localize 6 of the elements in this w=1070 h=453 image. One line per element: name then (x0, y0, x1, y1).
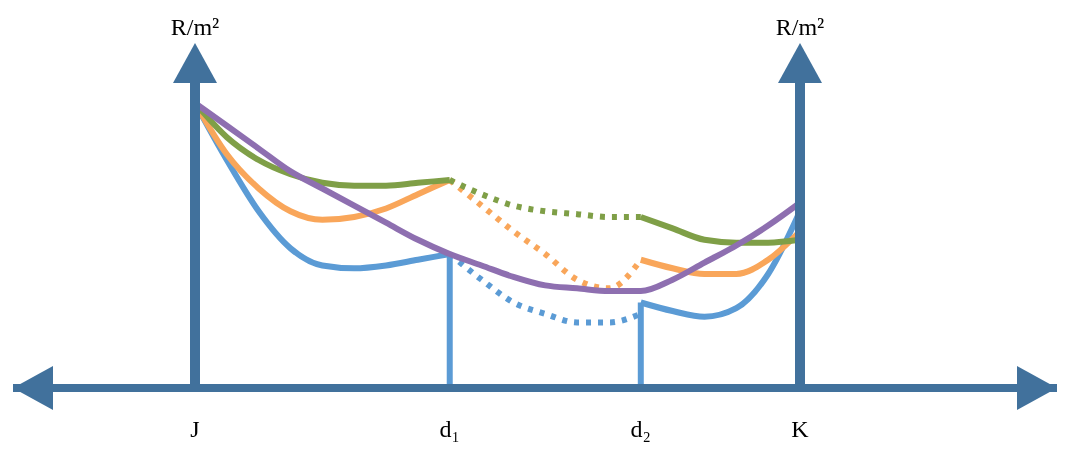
x-tick-label: d₁ (439, 416, 460, 443)
y-axis-title: R/m² (170, 14, 220, 40)
x-tick-label: K (791, 416, 810, 443)
x-tick-label: d₂ (630, 416, 651, 443)
y2-axis-title: R/m² (775, 14, 825, 40)
x-tick-label: J (190, 416, 200, 443)
